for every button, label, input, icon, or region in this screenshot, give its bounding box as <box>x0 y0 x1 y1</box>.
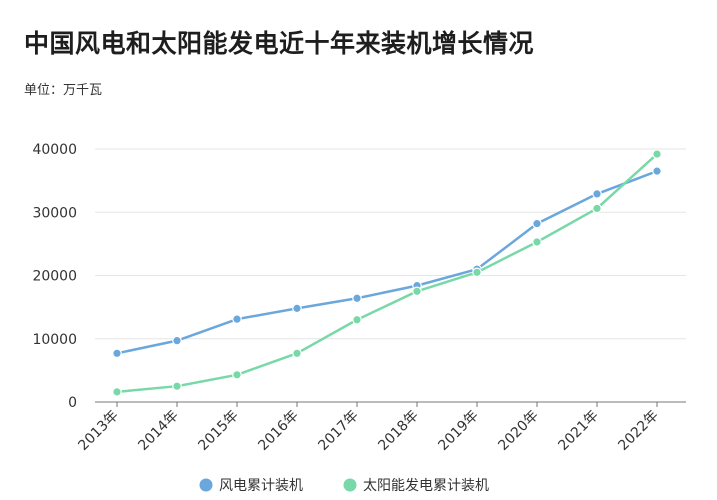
x-tick-label: 2018年 <box>375 408 421 454</box>
data-point-series-2 <box>172 381 182 391</box>
x-tick-label: 2015年 <box>195 408 241 454</box>
x-tick-label: 2013年 <box>75 408 121 454</box>
data-point-series-1 <box>292 303 302 314</box>
x-tick-label: 2017年 <box>315 408 361 454</box>
data-point-series-2 <box>112 387 122 397</box>
y-tick-label: 0 <box>68 395 77 411</box>
data-point-series-2 <box>652 149 662 159</box>
x-tick-label: 2014年 <box>135 408 181 454</box>
x-tick-label: 2022年 <box>615 408 661 454</box>
data-point-series-1 <box>652 166 662 176</box>
data-point-series-1 <box>592 189 602 199</box>
x-tick-label: 2021年 <box>555 408 601 454</box>
y-tick-label: 10000 <box>32 332 77 348</box>
data-point-series-1 <box>112 348 122 359</box>
legend-label: 太阳能发电累计装机 <box>363 478 489 494</box>
data-point-series-2 <box>532 237 542 247</box>
data-point-series-2 <box>592 203 602 214</box>
data-point-series-2 <box>292 348 302 359</box>
legend-label: 风电累计装机 <box>219 478 303 494</box>
x-tick-label: 2016年 <box>255 408 301 454</box>
chart-title: 中国风电和太阳能发电近十年来装机增长情况 <box>24 29 535 58</box>
unit-label: 单位：万千瓦 <box>24 83 103 98</box>
y-tick-label: 40000 <box>32 142 77 158</box>
legend-marker <box>199 478 213 492</box>
data-point-series-1 <box>532 218 542 229</box>
data-point-series-1 <box>352 293 362 304</box>
data-point-series-2 <box>352 314 362 325</box>
x-tick-label: 2020年 <box>495 408 541 454</box>
data-point-series-2 <box>232 370 242 380</box>
legend-marker <box>343 478 357 492</box>
y-tick-label: 30000 <box>32 205 77 221</box>
data-point-series-1 <box>172 335 182 346</box>
data-point-series-2 <box>412 286 422 297</box>
data-point-series-1 <box>232 314 242 324</box>
y-tick-label: 20000 <box>32 269 77 285</box>
series-line-1 <box>115 169 659 355</box>
x-tick-label: 2019年 <box>435 408 481 454</box>
series-line-2 <box>115 152 659 394</box>
data-point-series-2 <box>472 267 482 278</box>
